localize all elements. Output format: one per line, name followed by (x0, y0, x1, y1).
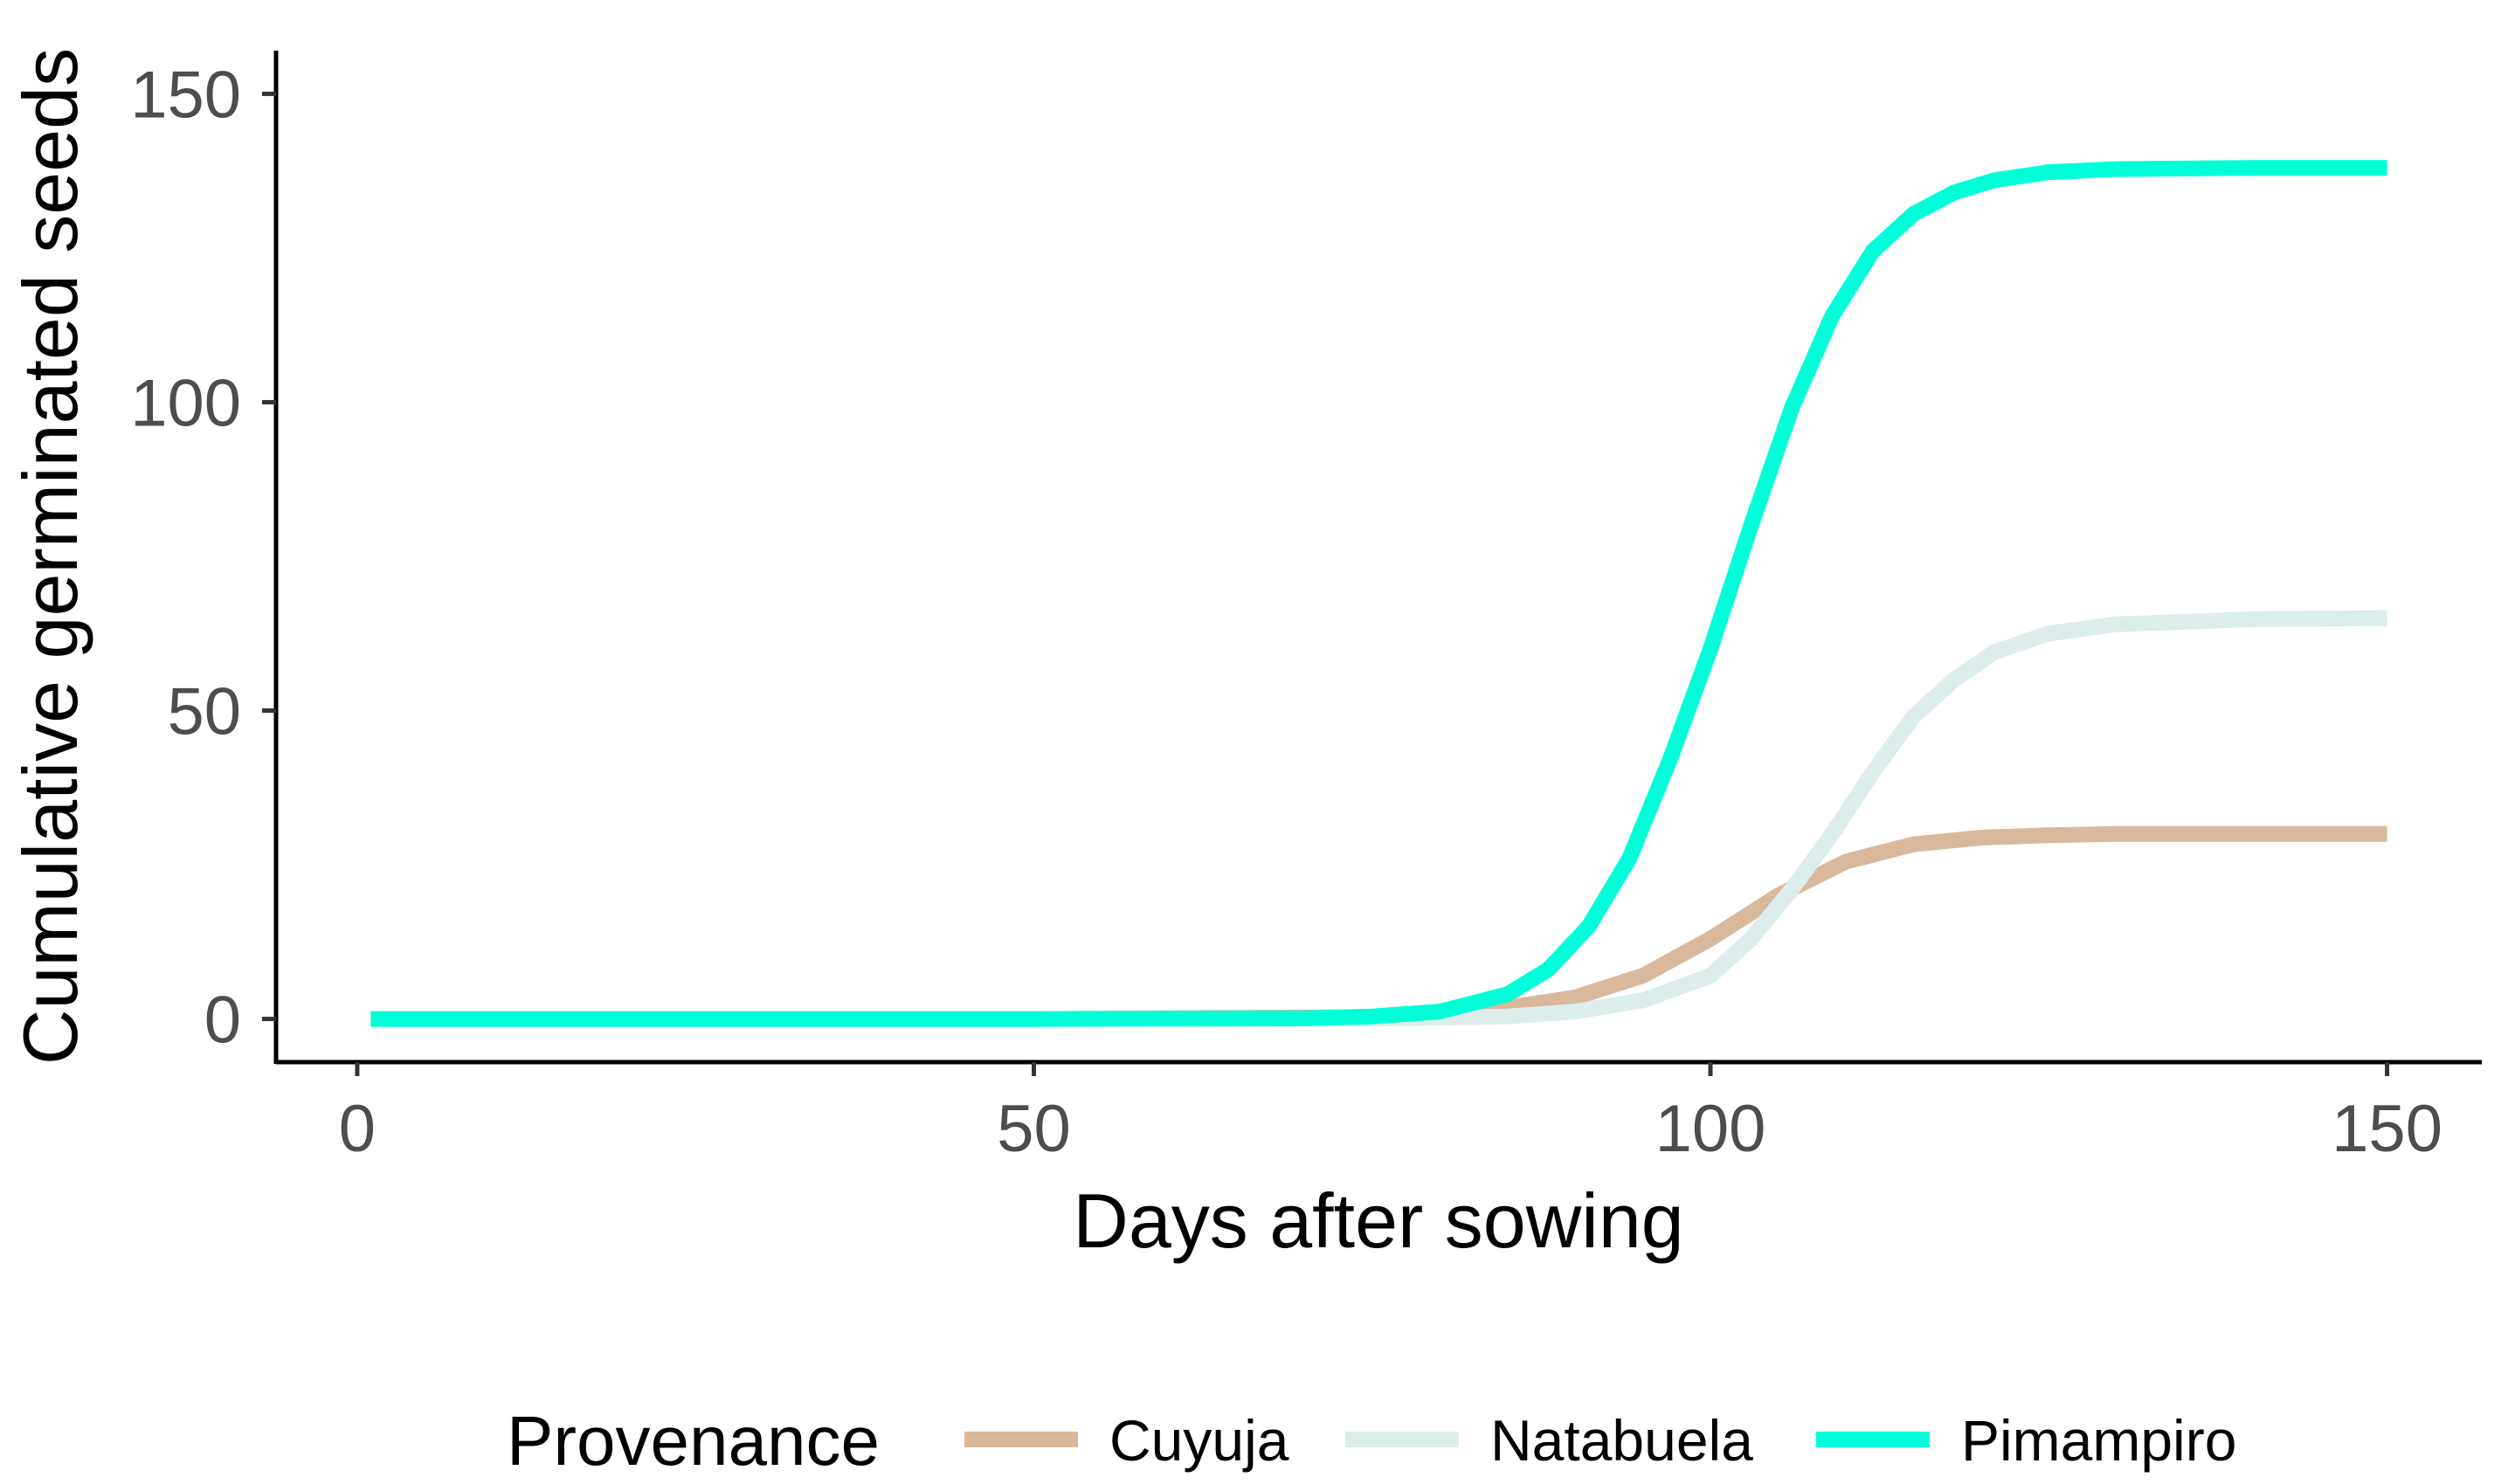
legend-label-natabuela: Natabuela (1490, 1408, 1753, 1473)
series-line-natabuela (370, 610, 2387, 1027)
x-axis-title: Days after sowing (1073, 1177, 1683, 1264)
y-tick-label: 0 (204, 984, 241, 1058)
y-tick-label: 150 (130, 58, 241, 132)
legend: Provenance Cuyuja Natabuela Pimampiro (507, 1402, 2236, 1480)
legend-label-cuyuja: Cuyuja (1109, 1408, 1289, 1473)
series-layer (370, 160, 2387, 1027)
x-tick-label: 50 (997, 1092, 1071, 1166)
x-tick-label: 0 (339, 1092, 376, 1166)
y-axis-ticks: 0 50 100 150 (130, 58, 276, 1058)
y-axis-title: Cumulative germinated seeds (7, 48, 93, 1065)
series-line-pimampiro (370, 160, 2387, 1027)
legend-title: Provenance (507, 1402, 880, 1480)
series-line-cuyuja (370, 825, 2387, 1027)
x-tick-label: 150 (2332, 1092, 2442, 1166)
y-tick-label: 50 (167, 675, 241, 749)
x-axis-ticks: 0 50 100 150 (339, 1062, 2442, 1166)
legend-label-pimampiro: Pimampiro (1961, 1408, 2236, 1473)
y-tick-label: 100 (130, 366, 241, 440)
x-tick-label: 100 (1655, 1092, 1766, 1166)
